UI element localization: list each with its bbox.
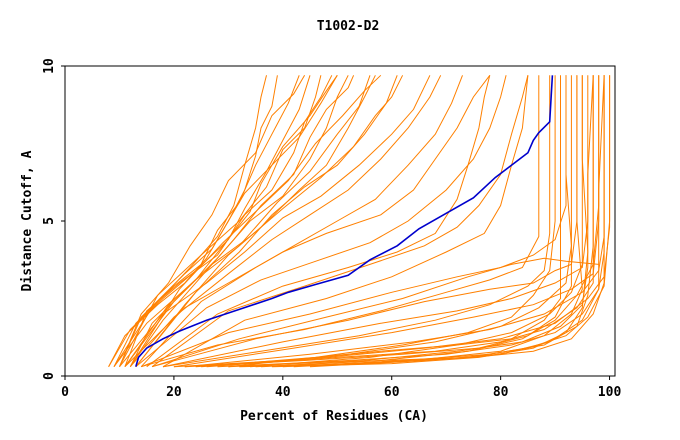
highlight-series-layer [135, 75, 554, 367]
series-line-42 [228, 75, 572, 368]
y-tick-label: 0 [42, 372, 57, 380]
series-line-21 [135, 75, 507, 368]
x-tick-label: 20 [166, 385, 182, 400]
other-series-layer [108, 74, 611, 368]
series-line-4 [124, 75, 333, 367]
series-line-18 [129, 75, 442, 368]
series-line-17 [119, 75, 431, 368]
series-line-22 [146, 75, 491, 368]
series-line-30 [195, 75, 611, 368]
axis-ticks: 0 20 40 60 80 100 0 5 10 [42, 58, 621, 400]
series-line-35 [228, 75, 594, 368]
series-line-41 [201, 75, 556, 368]
series-line-29 [184, 75, 605, 368]
series-line-19 [140, 75, 463, 368]
x-tick-label: 80 [493, 385, 509, 400]
series-line-12 [119, 75, 322, 367]
series-line-38 [271, 75, 589, 368]
series-line-31 [173, 75, 561, 368]
highlight-series-line [135, 75, 554, 367]
series-line-10 [124, 75, 349, 368]
y-tick-label: 5 [42, 217, 57, 225]
series-line-33 [206, 75, 594, 368]
series-line-43 [250, 75, 583, 368]
series-line-23 [151, 75, 529, 368]
series-line-47 [260, 75, 600, 368]
series-line-44 [162, 75, 551, 368]
series-line-20 [124, 74, 491, 368]
x-tick-label: 40 [275, 385, 291, 400]
x-tick-label: 60 [384, 385, 400, 400]
chart-title: T1002-D2 [317, 19, 380, 34]
series-line-13 [129, 74, 382, 367]
series-line-15 [124, 75, 404, 367]
series-line-46 [151, 257, 599, 368]
series-line-3 [119, 75, 278, 367]
series-line-14 [113, 75, 371, 368]
y-tick-label: 10 [42, 58, 57, 74]
series-line-7 [119, 75, 306, 367]
series-line-48 [309, 75, 605, 368]
x-axis-label: Percent of Residues (CA) [240, 409, 428, 424]
x-tick-label: 0 [61, 385, 69, 400]
series-line-8 [129, 75, 355, 367]
series-line-40 [293, 75, 583, 368]
series-line-24 [162, 75, 529, 368]
series-line-16 [135, 75, 398, 368]
series-line-45 [141, 75, 540, 368]
x-tick-label: 100 [598, 385, 622, 400]
y-axis-label: Distance Cutoff, A [20, 150, 35, 291]
series-line-32 [184, 75, 572, 368]
series-line-9 [113, 75, 267, 367]
